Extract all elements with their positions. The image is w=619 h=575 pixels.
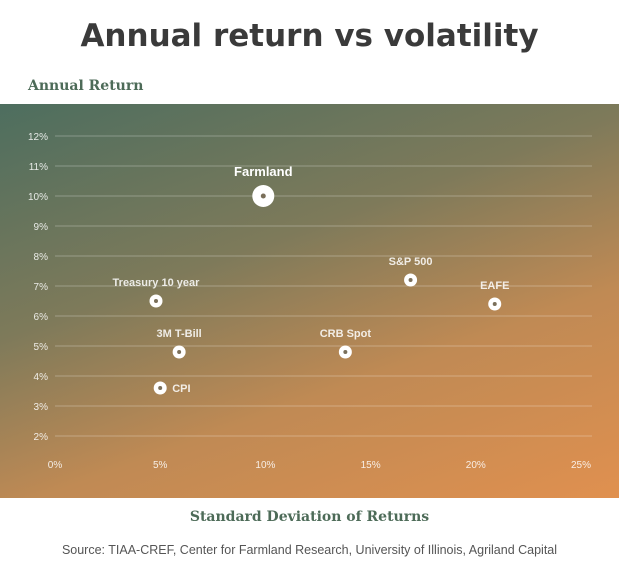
data-point-center	[492, 302, 497, 306]
y-tick-label: 2%	[34, 432, 49, 443]
point-label: EAFE	[480, 280, 509, 292]
y-tick-label: 7%	[34, 282, 49, 293]
point-label: 3M T-Bill	[157, 328, 202, 340]
data-point-center	[158, 386, 163, 390]
data-point-center	[153, 299, 158, 303]
source-note: Source: TIAA-CREF, Center for Farmland R…	[61, 543, 558, 557]
y-tick-label: 3%	[34, 402, 49, 413]
chart-title: Annual return vs volatility	[80, 18, 539, 54]
data-point-center	[177, 350, 182, 354]
data-point-center	[343, 350, 348, 354]
point-label: CRB Spot	[320, 328, 372, 340]
y-tick-label: 11%	[29, 162, 48, 173]
y-tick-label: 9%	[34, 222, 49, 233]
point-label: Farmland	[234, 164, 293, 179]
scatter-chart: 2% 3% 4% 5% 6% 7% 8% 9% 10% 11% 12% 0% 5% 10% 15% 20% 25…	[28, 132, 592, 471]
y-tick-label: 6%	[34, 312, 49, 323]
y-tick-label: 10%	[28, 192, 48, 203]
y-tick-label: 4%	[34, 372, 49, 383]
point-label: S&P 500	[389, 256, 433, 268]
y-tick-label: 12%	[28, 132, 48, 143]
y-tick-label: 5%	[34, 342, 49, 353]
x-axis-label: Standard Deviation of Returns	[189, 509, 430, 525]
point-label: CPI	[172, 383, 190, 395]
x-tick-label: 20%	[466, 460, 486, 471]
x-tick-label: 25%	[571, 460, 591, 471]
data-point-center	[408, 278, 413, 282]
x-tick-label: 0%	[48, 460, 63, 471]
x-tick-label: 15%	[361, 460, 381, 471]
x-tick-label: 5%	[153, 460, 168, 471]
data-point-center	[260, 193, 266, 199]
plot-area: 2% 3% 4% 5% 6% 7% 8% 9% 10% 11% 12% 0% 5% 10% 15% 20% 25…	[0, 104, 619, 498]
point-label: Treasury 10 year	[113, 277, 201, 289]
x-tick-label: 10%	[255, 460, 275, 471]
y-axis-label: Annual Return	[28, 78, 144, 94]
y-tick-label: 8%	[34, 252, 49, 263]
